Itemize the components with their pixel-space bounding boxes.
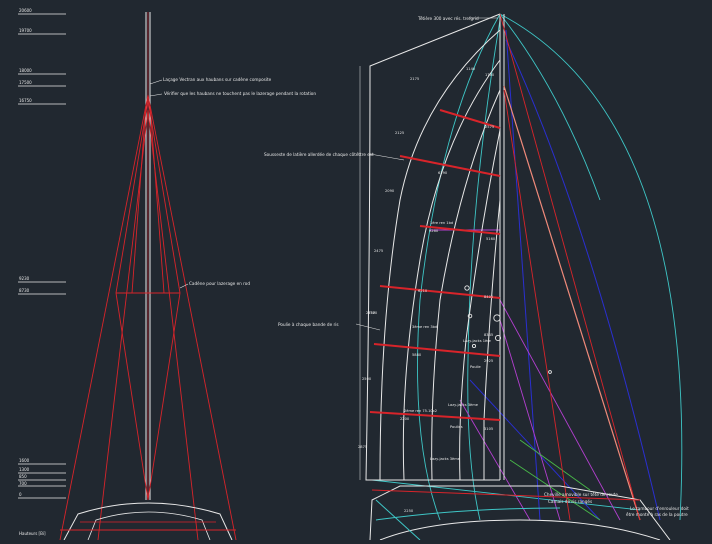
panel-label: Lazy-jacks 1ère: [463, 339, 492, 343]
panel-label: 2570: [368, 311, 378, 315]
base-label: Hauteurs [Bi]: [19, 531, 46, 536]
height-label: 19700: [19, 28, 32, 33]
panel-label: 2500: [362, 377, 372, 381]
height-label: 1600: [19, 458, 30, 463]
panel-label: Poulie: [470, 365, 482, 369]
panel-label: 2200: [400, 417, 410, 421]
panel-label: 6210: [418, 289, 428, 293]
height-label: 850: [19, 474, 27, 479]
sail-note: Poulie à chaque bande de ris: [278, 322, 339, 327]
panel-label: 6190: [438, 171, 448, 175]
panel-label: 8400: [484, 295, 494, 299]
panel-label: 2750: [366, 311, 376, 315]
height-label: 700: [19, 481, 27, 486]
panel-label: Lazy-jacks 3ème: [430, 457, 461, 461]
panel-label: 5160: [486, 237, 496, 241]
panel-label: 3ème ren 3bd: [412, 325, 437, 329]
panel-label: 2ème ren 75.10x2: [404, 409, 437, 413]
sail-panel-labels: 1140 1760 2175 2125 2090 2475 2570 2500 …: [358, 67, 496, 513]
sail-notes: Têtière 300 avec rés. trefgrid Sousseste…: [264, 16, 689, 517]
height-label: 17500: [19, 80, 32, 85]
mast-note: Laçage Vectran aux haubans sur cadène co…: [163, 77, 272, 82]
height-label: 16750: [19, 98, 32, 103]
height-label: 20600: [19, 8, 32, 13]
sail-note: Têtière 300 avec rés. trefgrid: [417, 16, 479, 21]
sail-note: Camais de ris rangés: [548, 499, 592, 504]
panel-label: Lazy-jacks 3ème: [448, 403, 479, 407]
panel-label: 2875: [358, 445, 367, 449]
panel-label: 1140: [466, 67, 476, 71]
sail-note: Le tambour d'enrouleur doit: [630, 506, 689, 511]
panel-label: 5880: [412, 353, 422, 357]
panel-label: 2125: [395, 131, 404, 135]
height-label: 0: [19, 492, 22, 497]
sail-note: être monté à ras de la poutre: [626, 512, 688, 517]
mast-notes: Laçage Vectran aux haubans sur cadène co…: [149, 77, 316, 289]
sail-note: Sousseste de latière allerdée de chaque …: [264, 152, 374, 157]
sail-note: Cheville amovible sur tête de route: [544, 492, 618, 497]
panel-label: 2475: [374, 249, 383, 253]
mast-note: Cadène pour lazerage en rod: [189, 281, 250, 286]
panel-label: 2175: [410, 77, 419, 81]
height-label: 9230: [19, 276, 30, 281]
panel-label: 2925: [484, 359, 493, 363]
height-label: 1300: [19, 467, 30, 472]
mast-front-view: [59, 12, 237, 541]
panel-label: 1ère ren 1bd: [430, 221, 453, 225]
panel-label: 3105: [484, 427, 493, 431]
panel-label: 2250: [404, 509, 414, 513]
sail-plan-side-view: [359, 13, 683, 541]
panel-label: 2090: [385, 189, 395, 193]
panel-label: 2575: [485, 125, 494, 129]
height-label: 18000: [19, 68, 32, 73]
panel-label: 9260: [429, 229, 439, 233]
panel-label: 8345: [484, 333, 493, 337]
panel-label: Poulies: [450, 425, 463, 429]
height-scale: [18, 13, 66, 499]
height-label: 8730: [19, 288, 30, 293]
panel-label: 1760: [485, 73, 495, 77]
height-labels: 20600 19700 18000 17500 16750 9230 8730 …: [19, 8, 46, 536]
mast-note: Vérifier que les haubans ne touchent pas…: [164, 91, 316, 96]
note-leaders: [355, 17, 498, 331]
